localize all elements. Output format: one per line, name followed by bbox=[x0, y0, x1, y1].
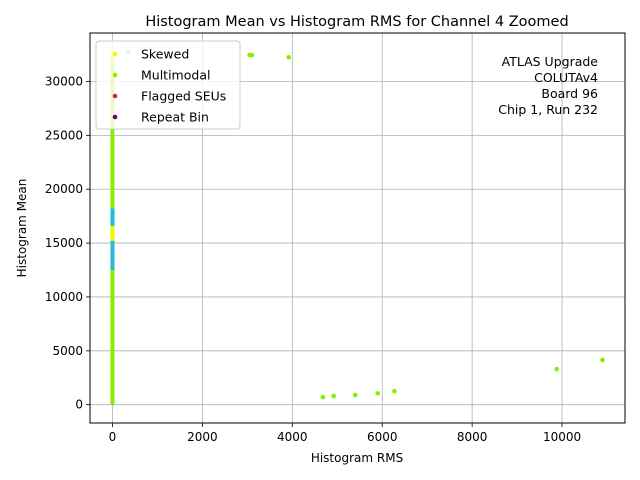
legend-box bbox=[95, 40, 241, 130]
legend: Skewed Multimodal Flagged SEUs Repeat Bin bbox=[95, 40, 241, 130]
annotation-line: COLUTAv4 bbox=[534, 70, 598, 85]
legend-marker bbox=[112, 51, 118, 57]
x-tick-label: 0 bbox=[109, 430, 117, 444]
grid bbox=[90, 33, 625, 423]
y-tick-label: 10000 bbox=[45, 290, 83, 304]
legend-label: Flagged SEUs bbox=[141, 89, 226, 104]
y-tick-label: 15000 bbox=[45, 236, 83, 250]
legend-marker bbox=[112, 72, 118, 78]
y-tick-label: 20000 bbox=[45, 182, 83, 196]
chart-title: Histogram Mean vs Histogram RMS for Chan… bbox=[145, 14, 568, 30]
x-axis-ticks: 0 2000 4000 6000 8000 10000 bbox=[109, 423, 581, 444]
annotation-line: Chip 1, Run 232 bbox=[498, 102, 598, 117]
legend-label: Skewed bbox=[141, 47, 189, 62]
annotation-line: Board 96 bbox=[541, 86, 598, 101]
y-tick-label: 30000 bbox=[45, 74, 83, 88]
data-point bbox=[375, 391, 381, 396]
y-tick-label: 25000 bbox=[45, 128, 83, 142]
legend-marker bbox=[112, 114, 118, 120]
x-tick-label: 2000 bbox=[187, 430, 218, 444]
data-point bbox=[600, 357, 605, 363]
plot-frame bbox=[89, 32, 626, 424]
x-tick-label: 4000 bbox=[277, 430, 308, 444]
y-tick-label: 5000 bbox=[52, 344, 83, 358]
data-point bbox=[331, 393, 336, 399]
y-axis-label: Histogram Mean bbox=[15, 179, 29, 278]
legend-label: Repeat Bin bbox=[141, 110, 209, 125]
data-point bbox=[554, 366, 559, 372]
data-point bbox=[249, 52, 255, 58]
x-tick-label: 6000 bbox=[367, 430, 398, 444]
legend-marker bbox=[112, 93, 118, 99]
y-axis-ticks: 0 5000 10000 15000 20000 25000 30000 bbox=[45, 74, 90, 412]
data-point bbox=[286, 54, 292, 60]
data-point bbox=[320, 394, 326, 400]
annotation-line: ATLAS Upgrade bbox=[502, 54, 599, 69]
x-tick-label: 8000 bbox=[457, 430, 488, 444]
x-tick-label: 10000 bbox=[543, 430, 581, 444]
data-point bbox=[352, 392, 358, 398]
legend-label: Multimodal bbox=[141, 68, 210, 83]
y-tick-label: 0 bbox=[75, 398, 83, 412]
data-point bbox=[392, 388, 397, 394]
x-axis-label: Histogram RMS bbox=[311, 451, 403, 465]
